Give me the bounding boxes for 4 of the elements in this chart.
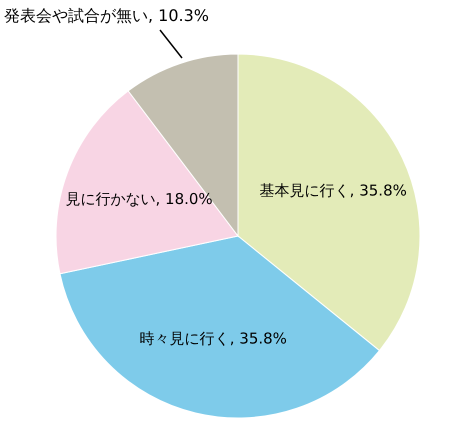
slice-label: 基本見に行く, 35.8% bbox=[260, 182, 407, 200]
slice-label: 時々見に行く, 35.8% bbox=[140, 330, 287, 348]
slice-label: 見に行かない, 18.0% bbox=[66, 190, 213, 208]
slice-label: 発表会や試合が無い, 10.3% bbox=[4, 6, 209, 25]
